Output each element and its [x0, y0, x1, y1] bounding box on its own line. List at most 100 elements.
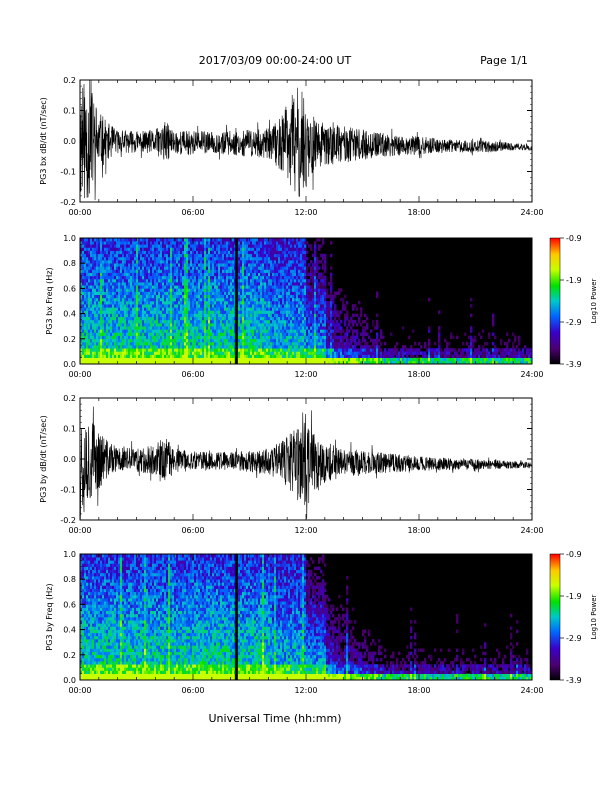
- spectrogram-cell: [260, 304, 263, 308]
- spectrogram-cell: [168, 304, 171, 308]
- spectrogram-cell: [132, 250, 135, 255]
- spectrogram-cell: [140, 301, 143, 305]
- spectrogram-cell: [240, 332, 243, 336]
- spectrogram-cell: [220, 326, 223, 330]
- spectrogram-cell: [180, 307, 183, 311]
- spectrogram-cell: [198, 360, 201, 365]
- spectrogram-cell: [256, 338, 259, 343]
- spectrogram-cell: [222, 332, 225, 336]
- spectrogram-cell: [278, 260, 281, 264]
- spectrogram-cell: [120, 351, 123, 355]
- spectrogram-cell: [240, 360, 243, 365]
- spectrogram-cell: [190, 272, 193, 277]
- spectrogram-cell: [168, 335, 171, 340]
- spectrogram-cell: [298, 304, 301, 308]
- spectrogram-cell: [86, 357, 89, 362]
- spectrogram-cell: [152, 301, 155, 305]
- spectrogram-cell: [164, 335, 167, 340]
- spectrogram-cell: [162, 307, 165, 311]
- spectrogram-cell: [108, 335, 111, 340]
- spectrogram-cell: [294, 241, 297, 245]
- spectrogram-cell: [284, 250, 287, 255]
- spectrogram-cell: [254, 272, 257, 277]
- spectrogram-cell: [322, 345, 325, 349]
- spectrogram-cell: [296, 323, 299, 327]
- spectrogram-cell: [108, 291, 111, 295]
- spectrogram-cell: [286, 272, 289, 277]
- spectrogram-cell: [304, 304, 307, 308]
- spectrogram-cell: [256, 275, 259, 280]
- spectrogram-cell: [90, 304, 93, 308]
- spectrogram-cell: [164, 256, 167, 261]
- spectrogram-cell: [260, 263, 263, 267]
- spectrogram-cell: [252, 288, 255, 292]
- spectrogram-cell: [188, 316, 191, 321]
- spectrogram-cell: [158, 326, 161, 330]
- spectrogram-cell: [166, 341, 169, 346]
- spectrogram-cell: [290, 329, 293, 333]
- spectrogram-cell: [280, 238, 283, 242]
- spectrogram-cell: [266, 329, 269, 333]
- spectrogram-cell: [178, 294, 181, 299]
- spectrogram-cell: [142, 250, 145, 255]
- spectrogram-cell: [322, 326, 325, 330]
- spectrogram-cell: [126, 326, 129, 330]
- spectrogram-cell: [138, 256, 141, 261]
- spectrogram-cell: [266, 326, 269, 330]
- spectrogram-cell: [198, 338, 201, 343]
- spectrogram-cell: [282, 263, 285, 267]
- spectrogram-cell: [98, 351, 101, 355]
- spectrogram-cell: [312, 304, 315, 308]
- spectrogram-cell: [188, 341, 191, 346]
- spectrogram-cell: [96, 345, 99, 349]
- spectrogram-cell: [180, 345, 183, 349]
- spectrogram-cell: [80, 304, 83, 308]
- spectrogram-cell: [188, 360, 191, 365]
- spectrogram-cell: [132, 266, 135, 270]
- spectrogram-cell: [286, 345, 289, 349]
- spectrogram-cell: [120, 244, 123, 248]
- spectrogram-cell: [86, 304, 89, 308]
- spectrogram-cell: [138, 241, 141, 245]
- spectrogram-cell: [204, 345, 207, 349]
- spectrogram-cell: [180, 354, 183, 358]
- spectrogram-cell: [250, 263, 253, 267]
- spectrogram-cell: [208, 338, 211, 343]
- spectrogram-cell: [298, 360, 301, 365]
- spectrogram-cell: [224, 285, 227, 289]
- spectrogram-cell: [316, 316, 319, 321]
- spectrogram-cell: [186, 291, 189, 295]
- spectrogram-cell: [198, 307, 201, 311]
- spectrogram-cell: [226, 341, 229, 346]
- spectrogram-cell: [142, 301, 145, 305]
- spectrogram-cell: [278, 329, 281, 333]
- spectrogram-cell: [224, 326, 227, 330]
- spectrogram-cell: [186, 316, 189, 321]
- spectrogram-cell: [304, 338, 307, 343]
- spectrogram-cell: [176, 335, 179, 340]
- spectrogram-cell: [176, 244, 179, 248]
- spectrogram-cell: [304, 291, 307, 295]
- spectrogram-cell: [214, 338, 217, 343]
- spectrogram-cell: [222, 253, 225, 258]
- spectrogram-cell: [270, 282, 273, 286]
- spectrogram-cell: [316, 260, 319, 264]
- spectrogram-cell: [222, 256, 225, 261]
- spectrogram-cell: [148, 282, 151, 286]
- spectrogram-cell: [300, 316, 303, 321]
- spectrogram-cell: [232, 256, 235, 261]
- spectrogram-cell: [204, 310, 207, 314]
- spectrogram-cell: [264, 329, 267, 333]
- spectrogram-cell: [262, 332, 265, 336]
- spectrogram-cell: [94, 326, 97, 330]
- spectrogram-cell: [208, 304, 211, 308]
- spectrogram-cell: [116, 323, 119, 327]
- spectrogram-cell: [150, 345, 153, 349]
- spectrogram-cell: [316, 345, 319, 349]
- spectrogram-cell: [282, 332, 285, 336]
- spectrogram-cell: [300, 319, 303, 324]
- spectrogram-cell: [276, 301, 279, 305]
- spectrogram-cell: [132, 294, 135, 299]
- spectrogram-cell: [80, 319, 83, 324]
- spectrogram-cell: [114, 329, 117, 333]
